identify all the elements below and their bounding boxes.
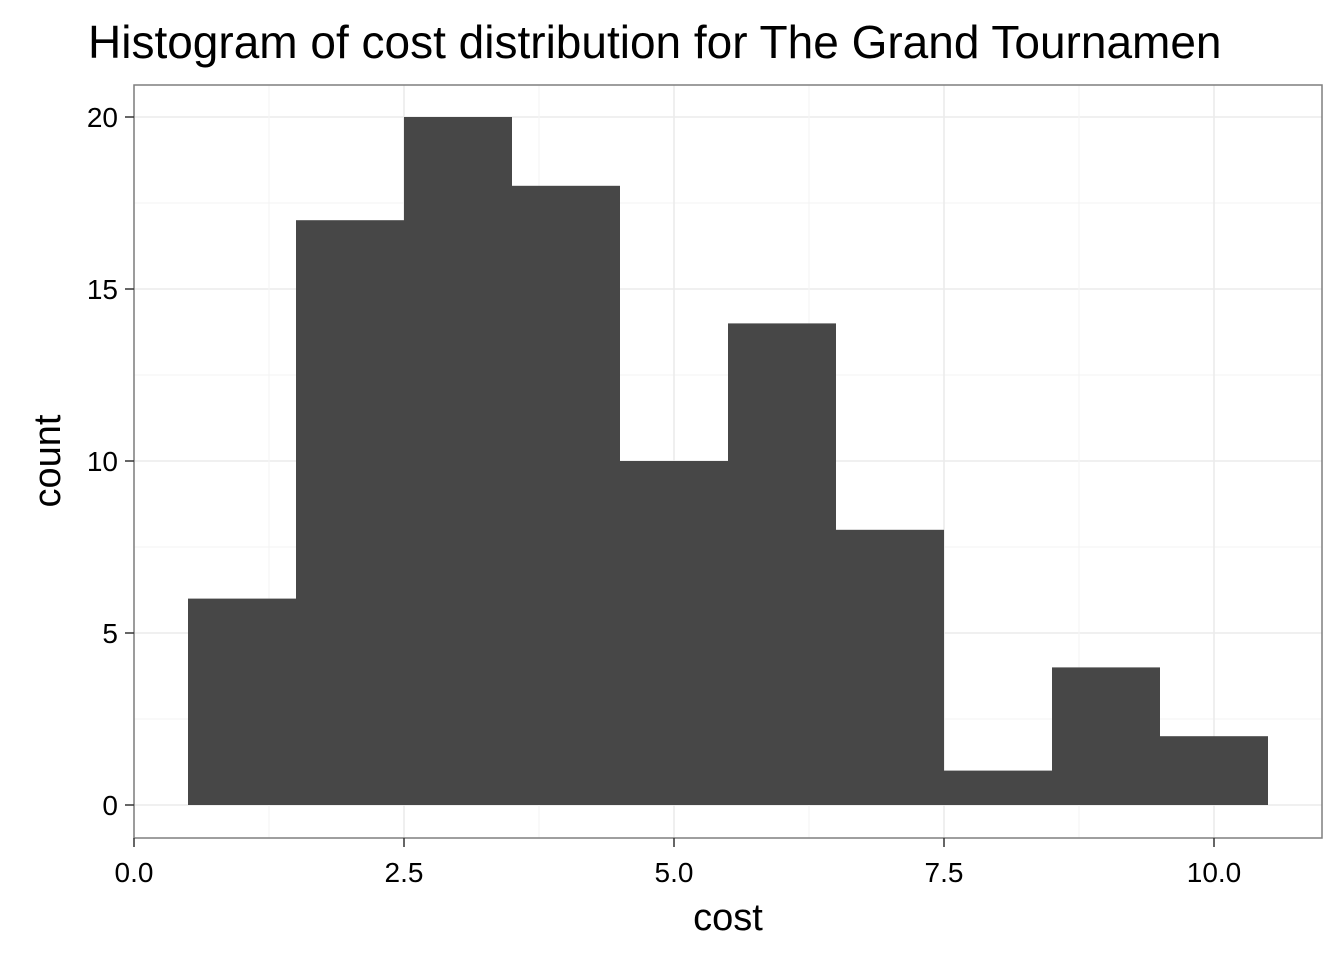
histogram-bar: [1052, 667, 1160, 805]
histogram-bar: [728, 323, 836, 805]
x-axis-title: cost: [693, 897, 763, 939]
histogram-bar: [944, 770, 1052, 805]
histogram-bar: [188, 598, 296, 805]
y-axis: 0 5 10 15 20: [87, 102, 134, 821]
histogram-bar: [404, 117, 512, 805]
x-axis: 0.0 2.5 5.0 7.5 10.0: [115, 838, 1242, 888]
x-tick-label: 2.5: [385, 857, 424, 888]
y-tick-label: 0: [102, 790, 118, 821]
y-axis-title: count: [27, 414, 69, 507]
y-tick-label: 10: [87, 446, 118, 477]
histogram-bar: [836, 529, 944, 805]
x-tick-label: 7.5: [925, 857, 964, 888]
chart-title: Histogram of cost distribution for The G…: [88, 16, 1222, 68]
x-tick-label: 0.0: [115, 857, 154, 888]
x-tick-label: 5.0: [655, 857, 694, 888]
y-tick-label: 20: [87, 102, 118, 133]
histogram-bar: [1160, 736, 1268, 805]
histogram-bar: [620, 461, 728, 805]
x-tick-label: 10.0: [1187, 857, 1242, 888]
y-tick-label: 5: [102, 618, 118, 649]
bars: [188, 117, 1268, 806]
histogram-bar: [296, 220, 404, 805]
histogram-bar: [512, 185, 620, 806]
y-tick-label: 15: [87, 274, 118, 305]
